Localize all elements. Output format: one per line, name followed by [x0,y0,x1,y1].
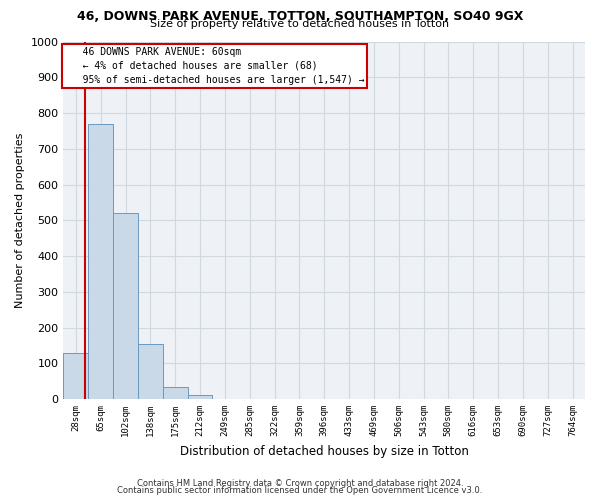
Bar [88,124,113,399]
Bar [113,213,138,399]
Bar [188,395,212,399]
Text: Size of property relative to detached houses in Totton: Size of property relative to detached ho… [151,19,449,29]
Bar [138,344,163,399]
Text: 46, DOWNS PARK AVENUE, TOTTON, SOUTHAMPTON, SO40 9GX: 46, DOWNS PARK AVENUE, TOTTON, SOUTHAMPT… [77,10,523,23]
Text: Contains public sector information licensed under the Open Government Licence v3: Contains public sector information licen… [118,486,482,495]
Text: 46 DOWNS PARK AVENUE: 60sqm
   ← 4% of detached houses are smaller (68)
   95% o: 46 DOWNS PARK AVENUE: 60sqm ← 4% of deta… [65,47,364,85]
X-axis label: Distribution of detached houses by size in Totton: Distribution of detached houses by size … [180,444,469,458]
Bar [163,386,188,399]
Y-axis label: Number of detached properties: Number of detached properties [15,132,25,308]
Bar [64,352,88,399]
Text: Contains HM Land Registry data © Crown copyright and database right 2024.: Contains HM Land Registry data © Crown c… [137,478,463,488]
